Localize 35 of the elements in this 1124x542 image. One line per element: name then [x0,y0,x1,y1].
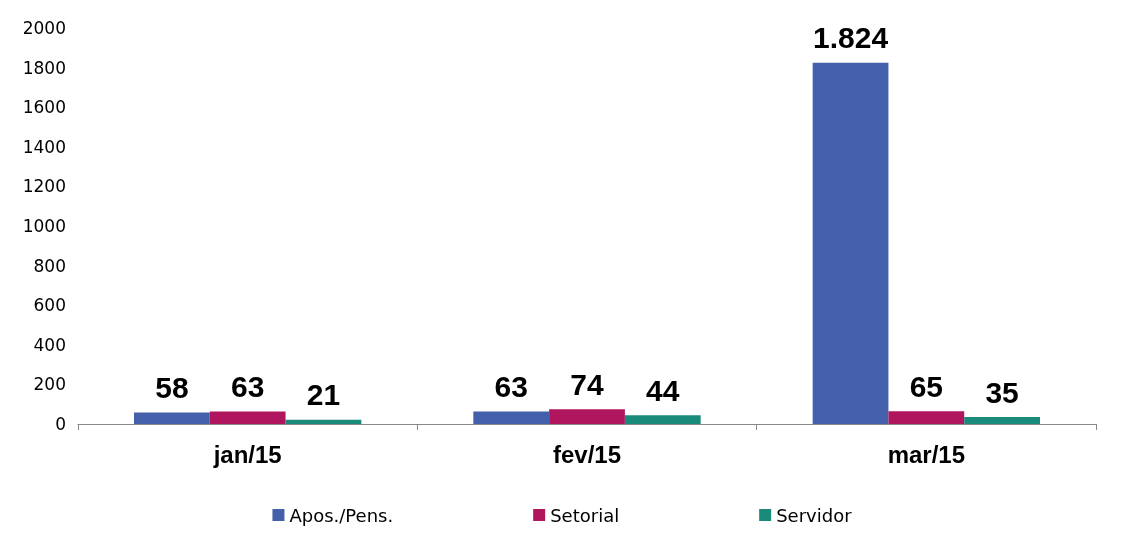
x-tick-label: fev/15 [552,440,622,468]
bar [473,411,550,424]
y-tick-label: 1200 [22,176,66,197]
y-tick-label: 0 [55,414,66,434]
y-tick-label: 2000 [22,18,66,38]
legend-label: Servidor [776,504,853,526]
bar [549,409,625,424]
y-tick-label: 1800 [22,57,66,78]
data-label: 65 [909,369,944,403]
bar [285,419,362,424]
bar [888,411,965,424]
legend-label: Setorial [550,504,620,526]
y-tick-label: 1600 [22,97,66,118]
data-label: 63 [230,370,265,404]
bar [812,62,889,424]
y-tick-label: 400 [33,334,66,355]
x-tick-label: mar/15 [887,440,966,468]
data-label: 58 [155,371,189,405]
data-label: 74 [570,367,604,401]
data-label: 63 [494,370,528,404]
y-tick-label: 600 [33,295,66,316]
bar [209,411,286,424]
data-label: 35 [985,375,1019,409]
data-label: 21 [306,378,341,412]
x-tick-label: jan/15 [212,440,282,468]
bar [133,412,210,424]
bar [964,417,1041,424]
y-tick-label: 800 [33,255,66,276]
data-label: 1.824 [813,21,889,55]
y-tick-label: 1000 [22,216,66,236]
data-label: 44 [646,373,680,407]
bar [624,415,701,424]
y-tick-label: 200 [33,374,66,395]
y-tick-label: 1400 [22,136,66,157]
legend-label: Apos./Pens. [289,504,394,526]
